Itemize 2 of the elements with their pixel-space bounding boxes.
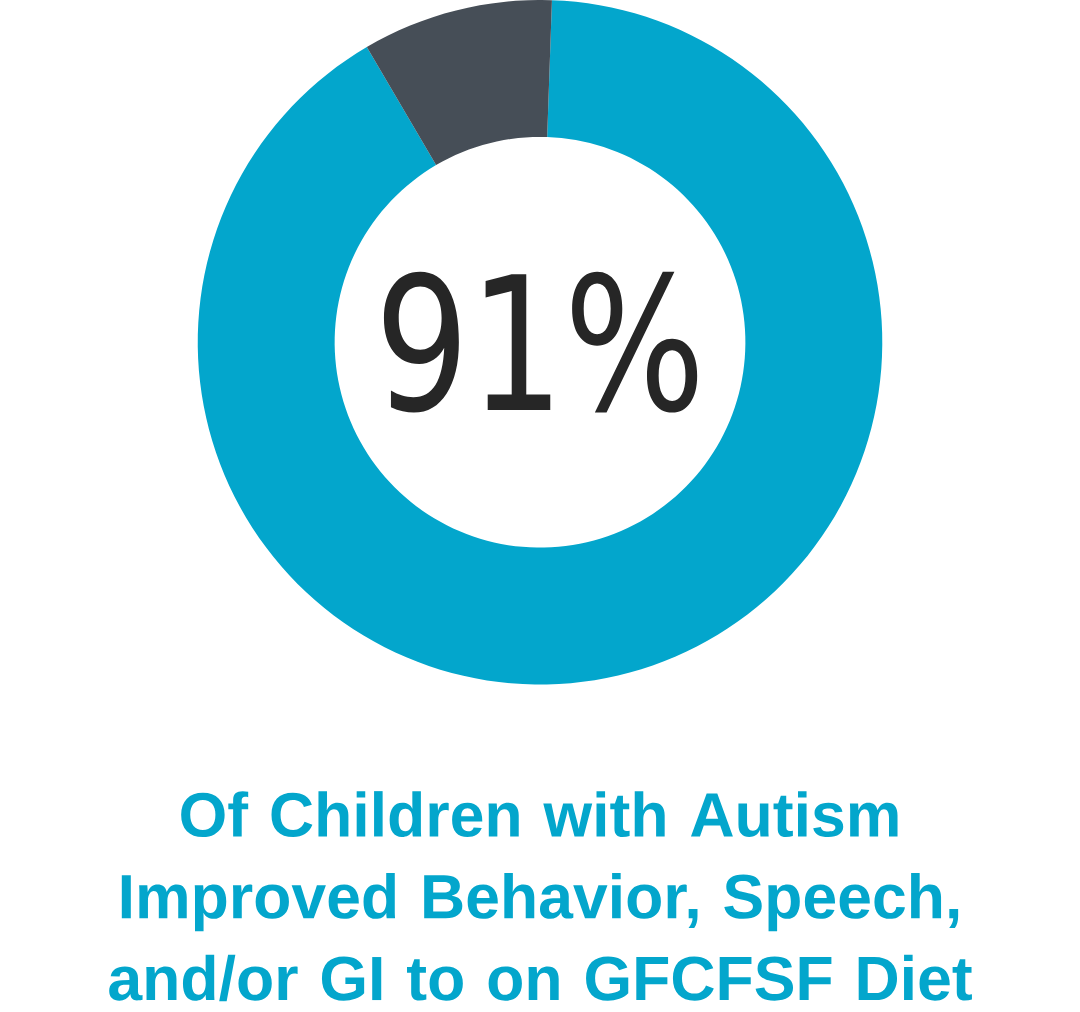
data-label: 91%: [383, 271, 698, 413]
text: Of Children with Autism Improved Behavior, Speech, and/or GI to on GFCFSF Diet: [109, 791, 972, 1002]
